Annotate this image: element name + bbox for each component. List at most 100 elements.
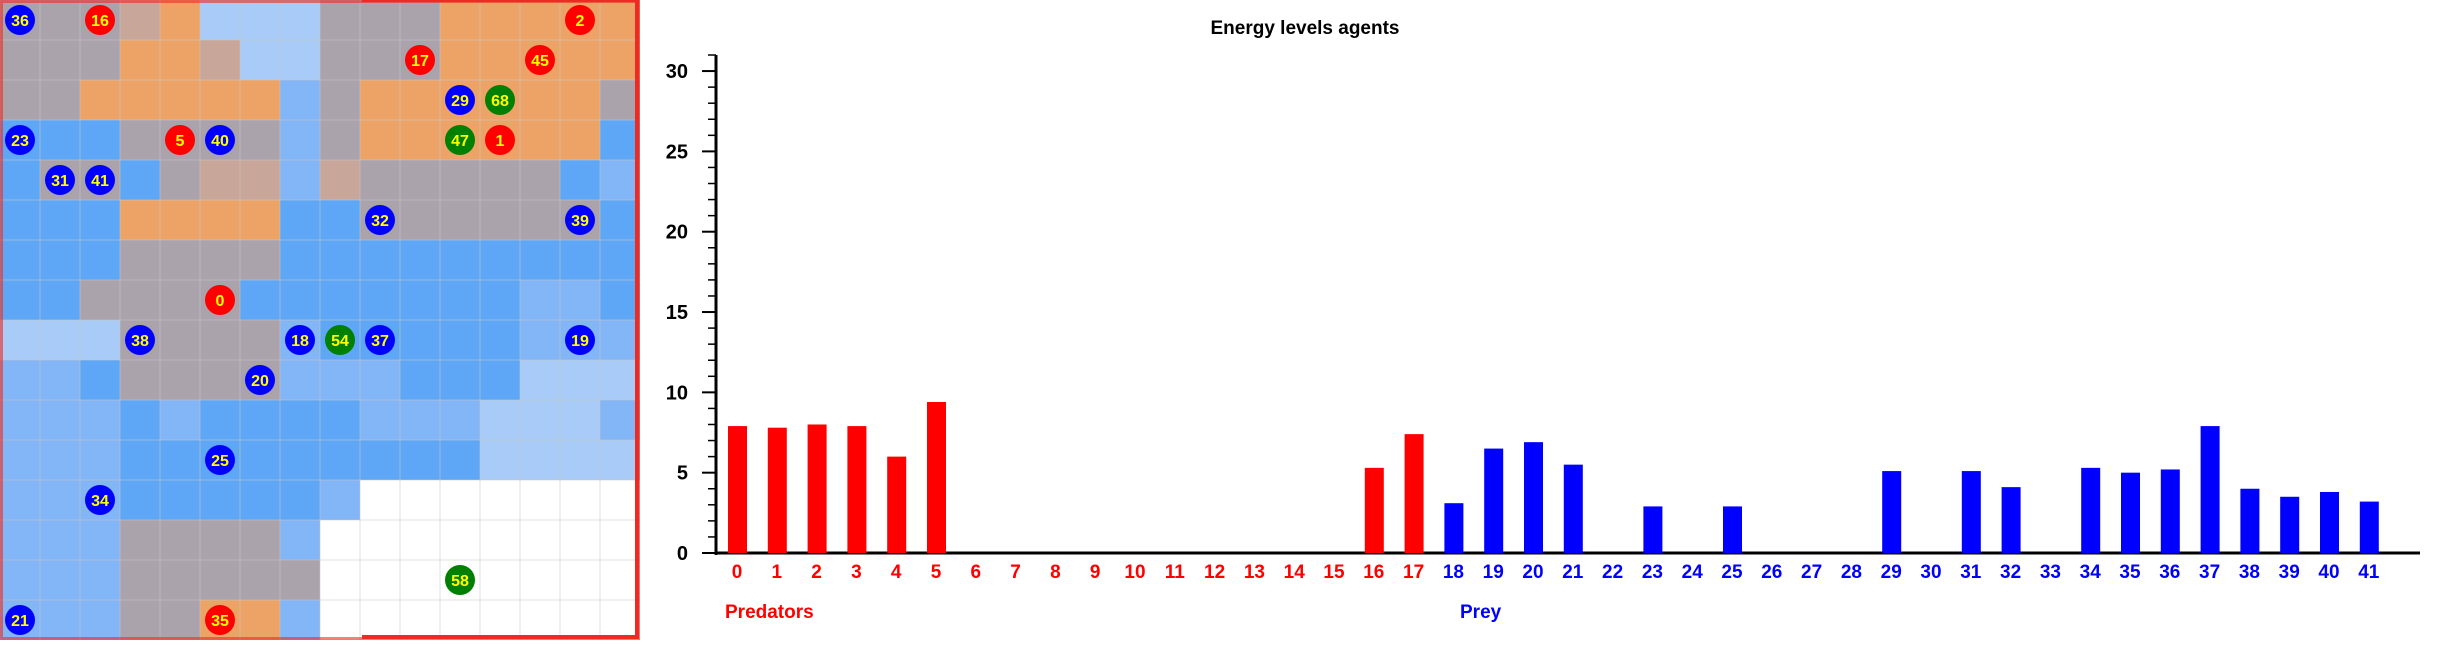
grid-cell (200, 240, 240, 280)
grid-cell (480, 40, 520, 80)
grid-cell (80, 400, 120, 440)
grid-cell (0, 400, 40, 440)
bar-agent-34 (2081, 467, 2101, 553)
grid-cell (400, 480, 440, 520)
x-tick-label: 16 (1363, 562, 1384, 583)
grid-cell (200, 320, 240, 360)
grid-cell (560, 80, 600, 120)
x-tick-label: 11 (1165, 562, 1186, 583)
grid-cell (600, 600, 640, 640)
grid-cell (560, 480, 600, 520)
grid-cell (160, 40, 200, 80)
grid-cell (40, 600, 80, 640)
x-tick-label: 32 (2000, 562, 2021, 583)
grid-cell (440, 160, 480, 200)
grid-cell (440, 480, 480, 520)
grid-cell (120, 160, 160, 200)
grid-cell (520, 80, 560, 120)
y-tick-label: 0 (677, 543, 688, 565)
x-tick-label: 38 (2239, 562, 2260, 583)
grid-cell (440, 0, 480, 40)
x-tick-label: 37 (2199, 562, 2220, 583)
bar-agent-3 (847, 426, 867, 553)
grid-cell (480, 400, 520, 440)
grid-cell (40, 200, 80, 240)
bar-agent-21 (1563, 464, 1583, 553)
grid-cell (400, 360, 440, 400)
grid-cell (80, 560, 120, 600)
x-tick-label: 6 (971, 562, 982, 583)
grid-cell (320, 40, 360, 80)
grid-cell (600, 560, 640, 600)
energy-chart: Energy levels agents Predators Prey 0 5 10… (660, 0, 2430, 640)
agent-predator (165, 125, 195, 155)
agent-predator (205, 605, 235, 635)
agent-other (445, 565, 475, 595)
agent-id-label: 47 (451, 133, 469, 150)
grid-cell (280, 200, 320, 240)
grid-cell (600, 480, 640, 520)
x-tick-label: 9 (1090, 562, 1101, 583)
grid-cell (120, 400, 160, 440)
grid-cell (600, 280, 640, 320)
grid-cell (320, 200, 360, 240)
grid-cell (200, 40, 240, 80)
grid-cell (280, 440, 320, 480)
grid-cell (480, 160, 520, 200)
grid-cell (600, 440, 640, 480)
x-tick-label: 23 (1642, 562, 1663, 583)
grid-cell (360, 400, 400, 440)
bar-agent-37 (2200, 426, 2220, 553)
grid-cell (320, 400, 360, 440)
agent-id-label: 0 (216, 293, 225, 310)
x-tick-label: 39 (2279, 562, 2300, 583)
grid-cell (120, 200, 160, 240)
grid-cell (160, 560, 200, 600)
grid-cell (440, 400, 480, 440)
grid-cell (240, 40, 280, 80)
agent-id-label: 18 (291, 333, 309, 350)
agent-id-label: 1 (496, 133, 505, 150)
grid-cell (600, 400, 640, 440)
grid-cell (400, 440, 440, 480)
grid-cell (480, 480, 520, 520)
x-tick-label: 7 (1010, 562, 1021, 583)
grid-cell (40, 520, 80, 560)
agent-prey (205, 125, 235, 155)
grid-cell (560, 120, 600, 160)
grid-cell (120, 0, 160, 40)
bar-agent-31 (1961, 471, 1981, 553)
agent-predator (525, 45, 555, 75)
grid-cell (480, 200, 520, 240)
grid-cell (0, 520, 40, 560)
grid-cell (360, 360, 400, 400)
grid-cell (440, 40, 480, 80)
grid-cell (80, 280, 120, 320)
agent-id-label: 20 (251, 373, 269, 390)
x-tick-label: 4 (891, 562, 902, 583)
grid-cell (480, 240, 520, 280)
grid-cell (520, 560, 560, 600)
grid-cell (120, 520, 160, 560)
x-tick-label: 27 (1801, 562, 1822, 583)
x-tick-label: 5 (931, 562, 942, 583)
agent-id-label: 39 (571, 213, 589, 230)
agent-id-label: 17 (411, 53, 429, 70)
grid-cell (40, 560, 80, 600)
grid-cell (0, 240, 40, 280)
grid-cell (560, 400, 600, 440)
grid-cell (440, 200, 480, 240)
energy-chart-canvas: Energy levels agents Predators Prey 0510… (666, 18, 2420, 623)
agent-id-label: 54 (331, 333, 349, 350)
agent-prey (365, 325, 395, 355)
agent-id-label: 5 (176, 133, 185, 150)
grid-cell (520, 160, 560, 200)
agent-prey (205, 445, 235, 475)
bar-agent-23 (1643, 506, 1663, 553)
agent-prey (245, 365, 275, 395)
grid-cell (120, 560, 160, 600)
x-tick-label: 12 (1204, 562, 1225, 583)
grid-cell (520, 600, 560, 640)
bar-agent-17 (1404, 434, 1424, 553)
grid-cell (560, 160, 600, 200)
